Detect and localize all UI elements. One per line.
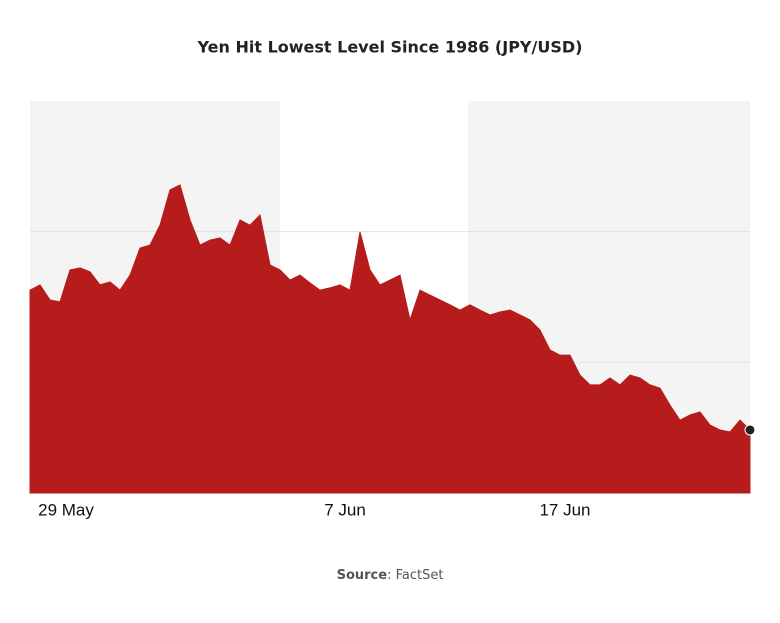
x-tick-label: 17 Jun bbox=[539, 500, 590, 519]
chart-title: Yen Hit Lowest Level Since 1986 (JPY/USD… bbox=[197, 38, 583, 57]
x-tick-label: 29 May bbox=[38, 500, 94, 519]
area bbox=[29, 184, 751, 494]
source: Source: FactSet bbox=[337, 568, 444, 583]
x-tick-label: 7 Jun bbox=[324, 500, 366, 519]
source-label: Source bbox=[337, 568, 388, 583]
end-marker bbox=[744, 424, 756, 436]
source-text: : FactSet bbox=[387, 568, 443, 583]
